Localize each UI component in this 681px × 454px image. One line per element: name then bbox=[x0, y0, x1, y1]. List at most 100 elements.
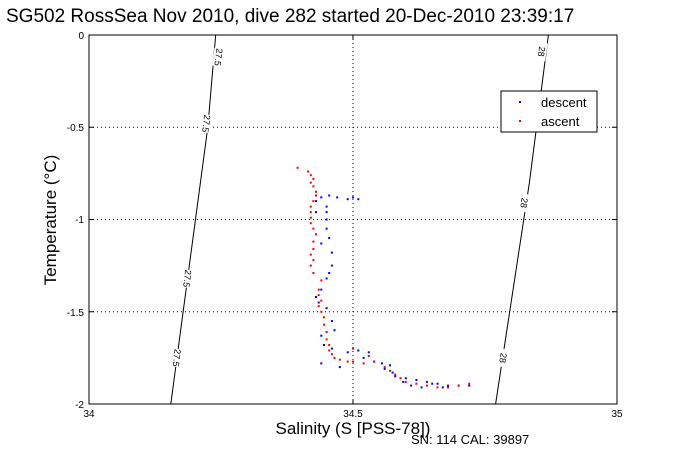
data-point-ascent bbox=[312, 272, 315, 274]
data-point-ascent bbox=[309, 205, 312, 208]
data-point-ascent bbox=[383, 366, 386, 369]
legend-marker-descent bbox=[519, 101, 521, 103]
legend-label-descent: descent bbox=[541, 95, 587, 110]
contour-label-backing bbox=[535, 41, 548, 62]
contour-label-backing bbox=[212, 47, 225, 67]
contour-label: 27.5 bbox=[171, 349, 183, 368]
y-tick-label: 0 bbox=[78, 31, 84, 42]
plot-area: 27.5 27.5 27.5 27.5 28 28 28 bbox=[88, 34, 618, 405]
data-point-ascent bbox=[389, 369, 391, 372]
data-point-ascent bbox=[317, 288, 320, 291]
data-point-ascent bbox=[399, 377, 402, 380]
data-point-descent bbox=[431, 382, 434, 385]
data-point-descent bbox=[328, 194, 331, 197]
data-point-descent bbox=[415, 379, 418, 381]
data-point-ascent bbox=[296, 166, 299, 169]
data-point-descent bbox=[352, 196, 354, 199]
data-point-ascent bbox=[312, 227, 315, 230]
data-point-descent bbox=[338, 366, 341, 369]
data-point-descent bbox=[320, 242, 323, 245]
data-point-descent bbox=[315, 211, 317, 214]
data-point-ascent bbox=[338, 358, 341, 361]
data-point-descent bbox=[333, 329, 336, 332]
data-point-ascent bbox=[328, 344, 331, 346]
contour-label: 27.5 bbox=[212, 48, 224, 67]
data-point-ascent bbox=[320, 299, 323, 302]
data-point-ascent bbox=[415, 382, 418, 385]
data-point-ascent bbox=[315, 190, 317, 193]
y-tick-label: -1.5 bbox=[67, 308, 85, 319]
y-tick-label: -1 bbox=[75, 215, 84, 226]
data-point-descent bbox=[317, 301, 320, 304]
data-point-descent bbox=[325, 277, 328, 280]
contour-label-backing bbox=[517, 193, 531, 213]
data-point-ascent bbox=[328, 349, 331, 352]
data-point-descent bbox=[402, 380, 405, 383]
data-point-ascent bbox=[315, 194, 317, 197]
x-tick-labels: 34 34.5 35 bbox=[83, 409, 623, 420]
y-tick-label: -2 bbox=[75, 400, 84, 411]
data-point-ascent bbox=[312, 259, 315, 262]
data-point-descent bbox=[320, 334, 323, 337]
data-point-ascent bbox=[404, 380, 407, 383]
x-axis-label: Salinity (S [PSS-78]) bbox=[276, 419, 431, 438]
data-point-ascent bbox=[325, 331, 328, 333]
data-point-ascent bbox=[352, 347, 354, 350]
contour-label-backing bbox=[496, 348, 510, 368]
data-point-descent bbox=[323, 344, 325, 346]
data-point-descent bbox=[425, 380, 428, 383]
data-point-ascent bbox=[312, 200, 315, 203]
data-point-ascent bbox=[468, 382, 471, 385]
data-point-ascent bbox=[352, 360, 354, 363]
data-point-descent bbox=[394, 375, 397, 378]
data-point-ascent bbox=[312, 240, 315, 243]
data-point-descent bbox=[328, 272, 331, 274]
data-point-ascent bbox=[312, 177, 315, 180]
contour-label: 28 bbox=[536, 46, 547, 57]
data-point-ascent bbox=[425, 384, 428, 387]
legend-label-ascent: ascent bbox=[541, 114, 580, 129]
data-point-descent bbox=[357, 198, 360, 201]
data-point-ascent bbox=[447, 386, 449, 389]
data-point-ascent bbox=[307, 170, 310, 173]
contour-label-backing bbox=[200, 114, 213, 134]
data-point-descent bbox=[320, 362, 323, 365]
data-point-descent bbox=[325, 205, 328, 208]
data-point-ascent bbox=[309, 216, 312, 219]
data-point-ascent bbox=[367, 355, 370, 357]
data-point-ascent bbox=[309, 222, 312, 225]
data-point-ascent bbox=[309, 181, 312, 184]
legend-box bbox=[500, 90, 598, 133]
data-point-ascent bbox=[312, 185, 315, 188]
data-point-descent bbox=[447, 384, 449, 387]
data-point-ascent bbox=[373, 360, 376, 363]
data-point-ascent bbox=[315, 233, 317, 236]
x-tick-label: 35 bbox=[611, 409, 623, 420]
data-point-descent bbox=[336, 196, 339, 199]
data-point-descent bbox=[468, 384, 471, 387]
data-point-ascent bbox=[333, 356, 336, 359]
footer-serial-calibration: SN: 114 CAL: 39897 bbox=[411, 432, 529, 447]
x-tick-label: 34 bbox=[83, 409, 95, 420]
data-point-ascent bbox=[362, 362, 365, 365]
data-point-ascent bbox=[309, 211, 312, 214]
legend-marker-ascent bbox=[519, 120, 521, 122]
data-point-descent bbox=[325, 218, 328, 221]
data-point-ascent bbox=[457, 384, 460, 387]
data-point-descent bbox=[383, 367, 386, 370]
data-point-ascent bbox=[346, 360, 349, 363]
data-point-ascent bbox=[317, 294, 320, 297]
data-point-descent bbox=[328, 237, 331, 239]
data-point-ascent bbox=[323, 316, 325, 319]
data-point-ascent bbox=[394, 373, 397, 376]
data-point-descent bbox=[362, 356, 365, 359]
contour-line bbox=[495, 34, 549, 405]
chart-title: SG502 RossSea Nov 2010, dive 282 started… bbox=[6, 6, 574, 27]
data-point-ascent bbox=[317, 305, 320, 308]
data-points bbox=[296, 166, 471, 389]
data-point-descent bbox=[391, 371, 394, 374]
contour-label: 28 bbox=[518, 197, 529, 208]
data-point-descent bbox=[315, 200, 317, 203]
y-axis-label: Temperature (°C) bbox=[41, 155, 60, 286]
